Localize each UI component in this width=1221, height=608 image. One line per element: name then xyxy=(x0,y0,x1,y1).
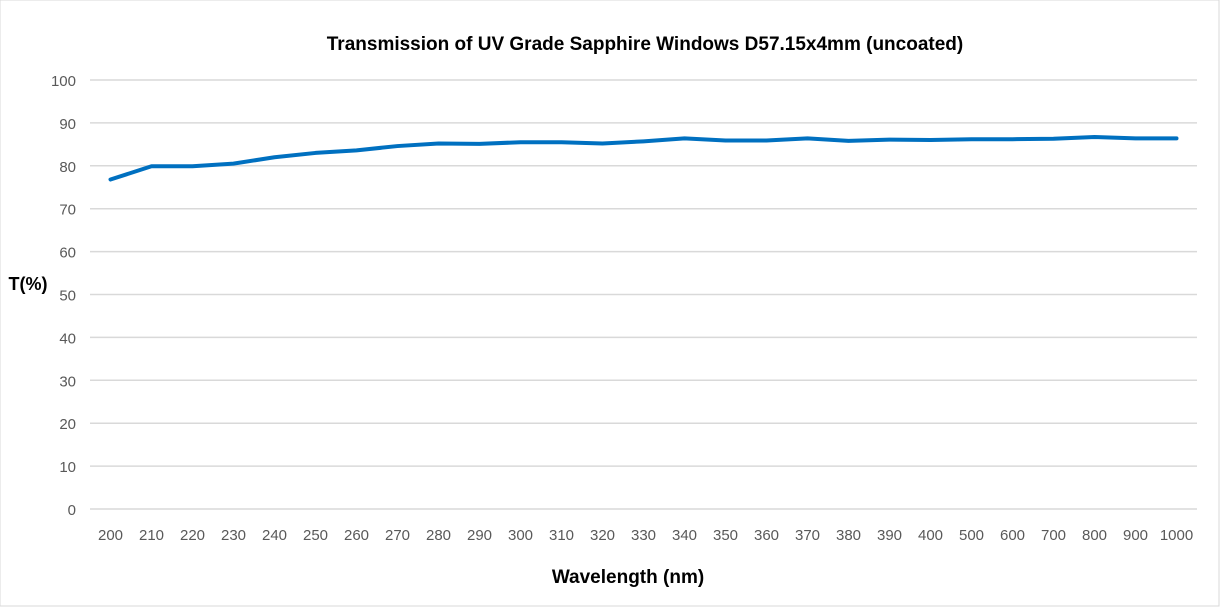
x-tick-label: 260 xyxy=(344,527,369,544)
x-tick-label: 600 xyxy=(1000,527,1025,544)
x-tick-label: 270 xyxy=(385,527,410,544)
y-tick-label: 30 xyxy=(59,373,76,390)
x-tick-label: 900 xyxy=(1123,527,1148,544)
x-tick-label: 330 xyxy=(631,527,656,544)
y-tick-label: 100 xyxy=(51,73,76,90)
y-tick-label: 60 xyxy=(59,245,76,262)
x-tick-label: 240 xyxy=(262,527,287,544)
x-tick-label: 400 xyxy=(918,527,943,544)
y-tick-label: 70 xyxy=(59,202,76,219)
x-tick-label: 230 xyxy=(221,527,246,544)
y-tick-label: 50 xyxy=(59,288,76,305)
x-tick-label: 300 xyxy=(508,527,533,544)
x-axis-label: Wavelength (nm) xyxy=(552,567,704,588)
y-tick-label: 80 xyxy=(59,159,76,176)
y-tick-label: 0 xyxy=(68,502,76,519)
y-tick-label: 40 xyxy=(59,330,76,347)
x-tick-label: 340 xyxy=(672,527,697,544)
y-tick-label: 10 xyxy=(59,459,76,476)
x-tick-label: 310 xyxy=(549,527,574,544)
y-axis-label: T(%) xyxy=(9,274,48,294)
y-tick-label: 90 xyxy=(59,116,76,133)
x-tick-label: 360 xyxy=(754,527,779,544)
x-tick-label: 210 xyxy=(139,527,164,544)
x-tick-label: 220 xyxy=(180,527,205,544)
x-tick-label: 250 xyxy=(303,527,328,544)
x-tick-label: 320 xyxy=(590,527,615,544)
y-tick-label: 20 xyxy=(59,416,76,433)
x-tick-label: 290 xyxy=(467,527,492,544)
x-tick-label: 200 xyxy=(98,527,123,544)
x-tick-label: 370 xyxy=(795,527,820,544)
x-tick-label: 1000 xyxy=(1160,527,1193,544)
x-tick-label: 700 xyxy=(1041,527,1066,544)
x-tick-label: 280 xyxy=(426,527,451,544)
x-tick-label: 390 xyxy=(877,527,902,544)
x-tick-label: 500 xyxy=(959,527,984,544)
x-tick-label: 380 xyxy=(836,527,861,544)
x-tick-label: 350 xyxy=(713,527,738,544)
chart-title: Transmission of UV Grade Sapphire Window… xyxy=(327,34,963,55)
x-tick-label: 800 xyxy=(1082,527,1107,544)
